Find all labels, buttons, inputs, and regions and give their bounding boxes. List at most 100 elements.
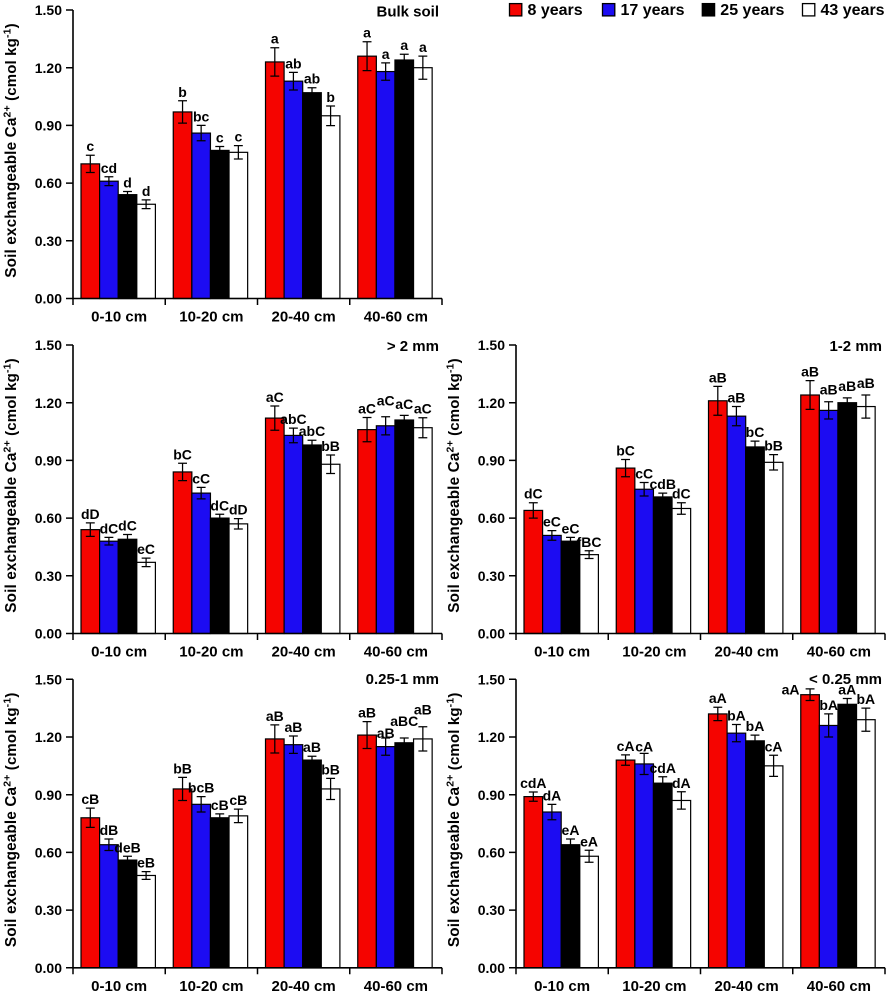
svg-text:bB: bB: [321, 438, 340, 454]
svg-text:aB: aB: [820, 382, 838, 398]
svg-text:1.50: 1.50: [35, 671, 62, 687]
svg-text:bA: bA: [857, 691, 876, 707]
svg-text:dA: dA: [672, 775, 691, 791]
svg-text:a: a: [271, 31, 279, 47]
svg-text:eA: eA: [562, 822, 580, 838]
svg-text:d: d: [142, 183, 151, 199]
svg-text:8 years: 8 years: [528, 2, 583, 19]
svg-text:b: b: [178, 84, 187, 100]
svg-text:aB: aB: [266, 708, 284, 724]
svg-text:0.25-1 mm: 0.25-1 mm: [366, 671, 439, 688]
svg-text:aBC: aBC: [390, 713, 418, 729]
svg-text:a: a: [400, 37, 408, 53]
svg-text:cB: cB: [211, 797, 229, 813]
svg-text:40-60 cm: 40-60 cm: [364, 309, 428, 326]
svg-text:cC: cC: [192, 470, 210, 486]
svg-text:c: c: [86, 138, 94, 154]
svg-text:0.00: 0.00: [35, 960, 62, 976]
svg-text:aB: aB: [857, 375, 875, 391]
svg-text:0-10 cm: 0-10 cm: [534, 644, 590, 661]
svg-text:cdB: cdB: [650, 476, 676, 492]
svg-text:dA: dA: [543, 787, 562, 803]
svg-text:bC: bC: [173, 446, 192, 462]
svg-text:cC: cC: [635, 466, 653, 482]
svg-text:20-40 cm: 20-40 cm: [714, 978, 778, 995]
svg-text:aC: aC: [358, 401, 376, 417]
svg-text:deB: deB: [114, 839, 140, 855]
svg-text:Soil exchangeable Ca2+ (cmol k: Soil exchangeable Ca2+ (cmol kg-1): [2, 693, 21, 948]
svg-text:aC: aC: [395, 396, 413, 412]
svg-text:40-60 cm: 40-60 cm: [807, 644, 871, 661]
svg-text:c: c: [216, 130, 224, 146]
svg-text:aB: aB: [284, 719, 302, 735]
svg-text:Soil exchangeable Ca2+ (cmol k: Soil exchangeable Ca2+ (cmol kg-1): [2, 358, 21, 613]
svg-text:0.60: 0.60: [478, 510, 505, 526]
svg-text:eC: eC: [562, 520, 580, 536]
svg-text:bA: bA: [819, 697, 838, 713]
svg-text:bcB: bcB: [188, 780, 214, 796]
svg-text:20-40 cm: 20-40 cm: [271, 309, 335, 326]
svg-text:0.90: 0.90: [35, 787, 62, 803]
svg-text:0.90: 0.90: [478, 787, 505, 803]
svg-text:20-40 cm: 20-40 cm: [271, 978, 335, 995]
svg-text:0.30: 0.30: [35, 233, 62, 249]
svg-text:aC: aC: [377, 393, 395, 409]
svg-text:cA: cA: [765, 738, 783, 754]
svg-text:1.50: 1.50: [35, 2, 62, 18]
svg-text:1.20: 1.20: [35, 60, 62, 76]
svg-text:1-2 mm: 1-2 mm: [829, 338, 882, 355]
svg-text:10-20 cm: 10-20 cm: [179, 309, 243, 326]
svg-text:aB: aB: [303, 739, 321, 755]
svg-text:aB: aB: [414, 701, 432, 717]
svg-text:0.30: 0.30: [35, 902, 62, 918]
svg-text:0-10 cm: 0-10 cm: [91, 644, 147, 661]
svg-text:25 years: 25 years: [720, 2, 784, 19]
svg-text:abC: abC: [280, 411, 306, 427]
svg-text:a: a: [419, 39, 427, 55]
svg-text:aB: aB: [727, 390, 745, 406]
svg-text:0.00: 0.00: [35, 291, 62, 307]
svg-text:bA: bA: [727, 708, 746, 724]
svg-text:0-10 cm: 0-10 cm: [534, 978, 590, 995]
svg-text:0-10 cm: 0-10 cm: [91, 978, 147, 995]
svg-text:ab: ab: [285, 55, 301, 71]
svg-text:bB: bB: [764, 438, 783, 454]
svg-text:10-20 cm: 10-20 cm: [622, 644, 686, 661]
svg-text:aC: aC: [266, 389, 284, 405]
svg-text:0.00: 0.00: [478, 626, 505, 642]
svg-text:bC: bC: [616, 442, 635, 458]
svg-text:dC: dC: [210, 497, 229, 513]
svg-text:0.00: 0.00: [35, 626, 62, 642]
svg-text:a: a: [363, 25, 371, 41]
svg-text:> 2 mm: > 2 mm: [387, 338, 439, 355]
svg-text:dC: dC: [118, 517, 137, 533]
svg-text:dD: dD: [81, 506, 100, 522]
svg-text:aB: aB: [377, 725, 395, 741]
svg-text:0.90: 0.90: [35, 453, 62, 469]
svg-text:0.60: 0.60: [35, 845, 62, 861]
svg-text:aA: aA: [709, 690, 727, 706]
svg-text:20-40 cm: 20-40 cm: [714, 644, 778, 661]
svg-text:aB: aB: [709, 369, 727, 385]
svg-text:Soil exchangeable Ca2+ (cmol k: Soil exchangeable Ca2+ (cmol kg-1): [445, 693, 464, 948]
svg-text:0.60: 0.60: [35, 175, 62, 191]
svg-text:ab: ab: [304, 71, 320, 87]
svg-text:aA: aA: [782, 681, 800, 697]
svg-text:< 0.25 mm: < 0.25 mm: [809, 671, 882, 688]
svg-text:cdA: cdA: [650, 760, 676, 776]
svg-text:fBC: fBC: [577, 534, 602, 550]
svg-text:Soil exchangeable Ca2+ (cmol k: Soil exchangeable Ca2+ (cmol kg-1): [445, 358, 464, 613]
svg-text:aB: aB: [801, 364, 819, 380]
svg-text:b: b: [326, 89, 335, 105]
svg-text:0.90: 0.90: [478, 453, 505, 469]
svg-text:0.00: 0.00: [478, 960, 505, 976]
svg-text:1.20: 1.20: [478, 395, 505, 411]
svg-text:cB: cB: [81, 791, 99, 807]
svg-text:0.30: 0.30: [478, 568, 505, 584]
svg-text:cdA: cdA: [520, 775, 546, 791]
svg-text:d: d: [123, 175, 132, 191]
svg-text:0.60: 0.60: [35, 510, 62, 526]
svg-text:cB: cB: [229, 792, 247, 808]
svg-text:1.50: 1.50: [478, 671, 505, 687]
svg-text:aB: aB: [838, 378, 856, 394]
